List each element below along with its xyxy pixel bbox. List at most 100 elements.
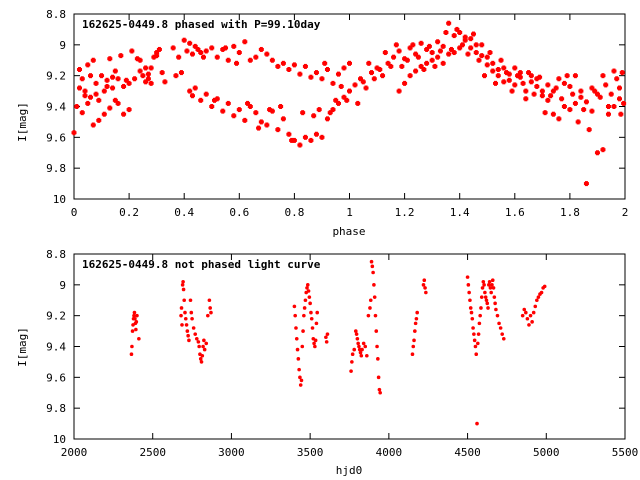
phased-data-point [209, 104, 215, 109]
phased-plot-frame [73, 13, 626, 200]
phased-data-point [324, 116, 330, 122]
phased-data-point [457, 30, 463, 35]
phased-data-point [468, 36, 474, 42]
phased-data-point [74, 104, 80, 109]
phased-data-point [440, 60, 446, 66]
unphased-data-point [501, 336, 506, 341]
phased-data-point [605, 104, 611, 109]
unphased-data-point [134, 320, 139, 324]
phased-data-point [184, 48, 190, 54]
phased-data-point [468, 45, 474, 51]
phased-data-point [352, 82, 358, 88]
phased-data-point [440, 43, 446, 49]
phased-data-point [256, 125, 262, 131]
phased-data-point [121, 83, 127, 89]
phased-data-point [509, 88, 515, 94]
phased-data-point [107, 56, 113, 62]
unphased-data-point [498, 326, 503, 330]
unphased-data-point [182, 298, 186, 303]
phased-data-point [578, 88, 584, 94]
phased-data-point [267, 107, 273, 113]
phased-y-tick-label: 8.8 [46, 8, 66, 21]
unphased-data-point [520, 313, 525, 318]
unphased-data-point [305, 286, 309, 290]
unphased-data-point [129, 352, 134, 357]
unphased-data-point [476, 332, 481, 336]
unphased-data-point [193, 332, 198, 336]
phased-data-point [101, 88, 107, 94]
phased-data-point [399, 63, 405, 69]
phased-data-point [528, 73, 534, 79]
phased-y-tick-label: 9.4 [46, 101, 66, 114]
phased-y-axis-label: I[mag] [16, 102, 29, 142]
phased-data-point [198, 97, 204, 103]
phased-data-point [429, 57, 435, 63]
unphased-data-point [491, 286, 496, 290]
phased-data-point [451, 50, 457, 56]
phased-data-point [77, 85, 83, 91]
unphased-data-point [354, 332, 359, 336]
phased-data-point [418, 63, 424, 69]
unphased-x-tick-label: 5000 [533, 446, 560, 459]
phased-data-point [413, 68, 419, 74]
unphased-data-point [194, 336, 199, 341]
phased-data-point [176, 54, 182, 60]
phased-data-point [214, 54, 220, 60]
phased-data-point [451, 33, 457, 39]
phased-data-point [121, 111, 127, 117]
unphased-data-point [355, 336, 360, 341]
phased-data-point [110, 74, 116, 80]
unphased-data-point [186, 333, 190, 338]
unphased-data-point [410, 352, 415, 357]
unphased-data-point [528, 313, 533, 318]
unphased-data-point [184, 323, 189, 327]
phased-data-point [473, 42, 479, 48]
phased-data-point [490, 68, 496, 74]
phased-data-point [429, 50, 435, 56]
unphased-data-point [204, 341, 209, 346]
phased-data-point [291, 137, 297, 143]
unphased-data-point [179, 313, 183, 318]
phased-data-point [548, 93, 554, 99]
phased-data-point [363, 85, 369, 91]
phased-light-curve-panel: 162625-0449.8 phased with P=99.10day pha… [16, 8, 628, 238]
phased-data-point [242, 39, 248, 45]
phased-data-point [236, 107, 242, 113]
unphased-data-point [292, 304, 297, 309]
phased-data-point [454, 26, 460, 32]
unphased-data-point [305, 283, 310, 287]
unphased-data-point [470, 316, 475, 321]
unphased-data-point [132, 310, 137, 315]
phased-data-point [583, 99, 589, 105]
unphased-data-point [483, 295, 488, 299]
unphased-data-point [377, 387, 382, 392]
phased-data-point [618, 111, 624, 117]
phased-data-point [358, 76, 364, 82]
phased-data-point [327, 110, 333, 116]
unphased-data-point [293, 313, 297, 318]
unphased-data-point [365, 353, 369, 358]
unphased-data-point [206, 313, 210, 318]
phased-x-tick-label: 1 [346, 206, 353, 219]
phased-data-point [415, 54, 421, 60]
unphased-data-point [350, 360, 354, 364]
unphased-data-point [411, 344, 416, 349]
phased-data-point [608, 91, 614, 97]
phased-data-point [570, 91, 576, 97]
phased-data-point [581, 107, 587, 113]
unphased-data-point [487, 283, 491, 287]
unphased-data-point [130, 344, 134, 349]
phased-data-point [96, 117, 102, 123]
phased-data-point [523, 96, 529, 102]
phased-data-point [253, 54, 259, 60]
phased-data-point [490, 60, 496, 66]
phased-data-point [572, 73, 578, 79]
unphased-data-point [300, 344, 305, 349]
phased-data-point [542, 110, 548, 116]
phased-data-point [154, 50, 160, 56]
phased-data-point [104, 77, 110, 83]
unphased-data-point [361, 341, 366, 346]
unphased-data-point [465, 275, 470, 279]
phased-data-point [110, 85, 116, 91]
phased-data-point [212, 97, 218, 103]
